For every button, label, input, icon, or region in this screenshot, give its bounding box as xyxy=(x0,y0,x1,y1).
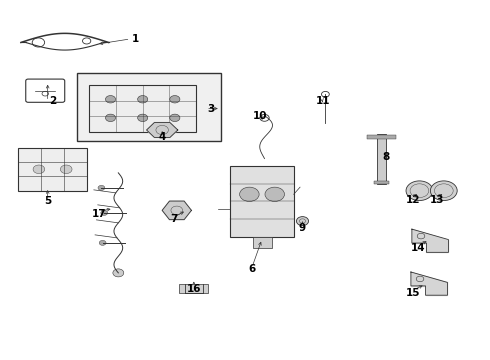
Polygon shape xyxy=(147,122,178,138)
Text: 8: 8 xyxy=(383,152,390,162)
Circle shape xyxy=(240,187,259,202)
Text: 14: 14 xyxy=(411,243,425,253)
Circle shape xyxy=(98,185,105,190)
Bar xyxy=(374,181,389,184)
Circle shape xyxy=(99,240,106,246)
Text: 7: 7 xyxy=(171,214,178,224)
Polygon shape xyxy=(411,272,447,295)
Text: 12: 12 xyxy=(406,195,420,204)
Polygon shape xyxy=(162,201,192,220)
Bar xyxy=(19,148,87,191)
Circle shape xyxy=(138,114,148,122)
Bar xyxy=(376,134,386,184)
Bar xyxy=(252,237,271,248)
Text: 2: 2 xyxy=(49,96,56,107)
Text: 4: 4 xyxy=(158,132,166,142)
Circle shape xyxy=(113,269,124,277)
Text: 9: 9 xyxy=(299,223,306,233)
Text: 10: 10 xyxy=(252,111,267,121)
Text: 1: 1 xyxy=(132,34,139,44)
Circle shape xyxy=(60,165,72,174)
Text: 5: 5 xyxy=(44,197,51,206)
Circle shape xyxy=(170,114,180,122)
Circle shape xyxy=(265,187,285,202)
Text: 3: 3 xyxy=(207,104,215,113)
Text: 17: 17 xyxy=(92,209,106,219)
Circle shape xyxy=(33,165,45,174)
Text: 15: 15 xyxy=(406,288,420,297)
Circle shape xyxy=(105,95,116,103)
Bar xyxy=(179,284,208,293)
Text: 6: 6 xyxy=(249,264,256,274)
Text: 13: 13 xyxy=(430,195,445,204)
Circle shape xyxy=(138,95,148,103)
Circle shape xyxy=(296,217,309,226)
Ellipse shape xyxy=(430,181,457,201)
Ellipse shape xyxy=(406,181,433,201)
Bar xyxy=(367,135,396,139)
Text: 16: 16 xyxy=(187,284,201,294)
Circle shape xyxy=(101,210,108,215)
Bar xyxy=(77,73,221,141)
Text: 11: 11 xyxy=(316,96,330,107)
Circle shape xyxy=(170,95,180,103)
Bar xyxy=(230,166,294,237)
Bar xyxy=(89,85,196,132)
Polygon shape xyxy=(412,229,448,252)
Circle shape xyxy=(105,114,116,122)
